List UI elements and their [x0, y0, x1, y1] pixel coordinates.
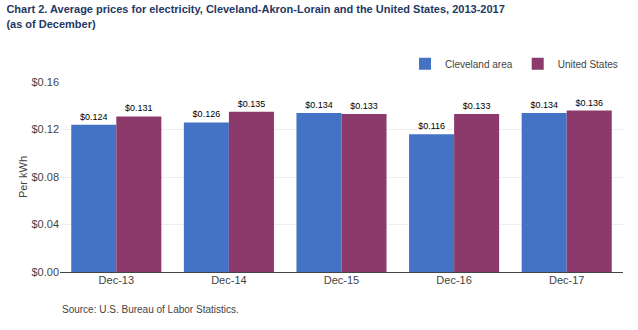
svg-text:$0.00: $0.00 — [31, 266, 59, 278]
svg-text:Chart 2. Average prices for el: Chart 2. Average prices for electricity,… — [6, 3, 504, 29]
svg-text:$0.134: $0.134 — [530, 100, 558, 110]
svg-text:$0.133: $0.133 — [350, 101, 378, 111]
svg-text:$0.133: $0.133 — [463, 101, 491, 111]
svg-text:United States: United States — [558, 59, 618, 70]
svg-text:$0.131: $0.131 — [125, 103, 153, 113]
svg-text:$0.08: $0.08 — [31, 171, 59, 183]
svg-text:$0.124: $0.124 — [80, 112, 108, 122]
svg-text:$0.04: $0.04 — [31, 218, 59, 230]
svg-text:Dec-17: Dec-17 — [549, 274, 584, 286]
svg-text:$0.126: $0.126 — [193, 109, 221, 119]
svg-text:$0.116: $0.116 — [418, 121, 445, 131]
svg-text:Source: U.S. Bureau of Labor S: Source: U.S. Bureau of Labor Statistics. — [62, 304, 239, 315]
svg-text:Dec-14: Dec-14 — [211, 274, 246, 286]
svg-text:$0.16: $0.16 — [31, 76, 59, 88]
svg-text:Cleveland area: Cleveland area — [445, 59, 513, 70]
svg-text:$0.136: $0.136 — [575, 98, 603, 108]
svg-text:$0.135: $0.135 — [238, 99, 266, 109]
svg-text:$0.12: $0.12 — [31, 123, 59, 135]
svg-text:Dec-15: Dec-15 — [324, 274, 359, 286]
svg-text:Per kWh: Per kWh — [17, 156, 29, 198]
svg-text:Dec-13: Dec-13 — [99, 274, 134, 286]
svg-text:Dec-16: Dec-16 — [436, 274, 471, 286]
svg-text:$0.134: $0.134 — [305, 100, 333, 110]
